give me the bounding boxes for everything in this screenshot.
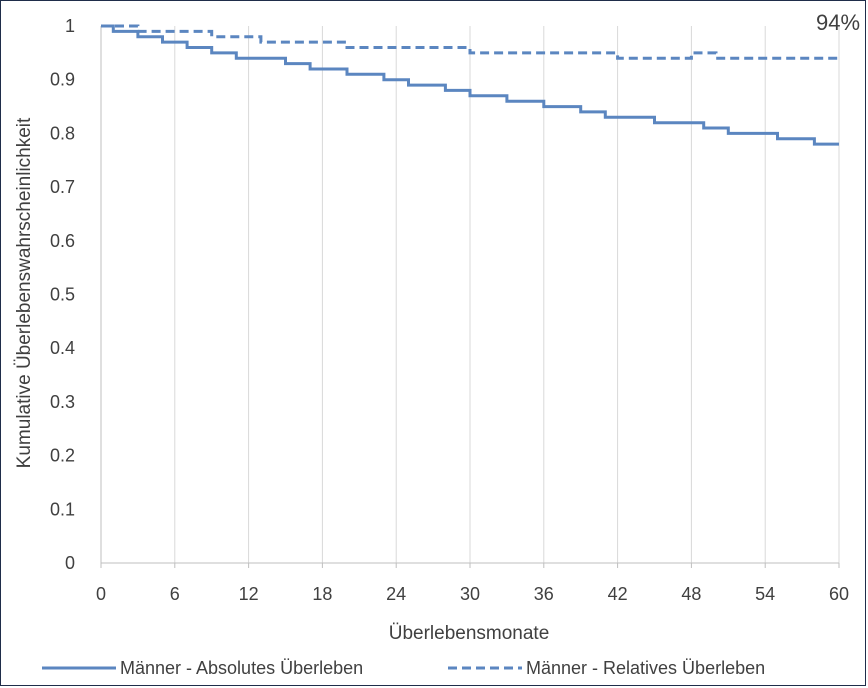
y-tick-label: 0.3 <box>50 392 75 412</box>
y-tick-labels: 0 0.1 0.2 0.3 0.4 0.5 0.6 0.7 0.8 0.9 1 <box>50 16 75 573</box>
x-tick-label: 60 <box>829 584 849 604</box>
x-tick-label: 18 <box>312 584 332 604</box>
legend-label-2: Männer - Relatives Überleben <box>526 658 765 678</box>
final-value-annotation: 94% <box>816 10 860 35</box>
series-line-2 <box>101 24 839 60</box>
x-tick-labels: 0 6 12 18 24 30 36 42 48 54 60 <box>96 584 849 604</box>
axes <box>100 26 840 568</box>
y-tick-label: 0.9 <box>50 70 75 90</box>
y-tick-label: 0.2 <box>50 446 75 466</box>
legend: Männer - Absolutes Überleben Männer - Rel… <box>42 658 765 678</box>
x-tick-label: 54 <box>755 584 775 604</box>
series-lines <box>101 24 839 146</box>
y-tick-label: 0.1 <box>50 499 75 519</box>
x-tick-label: 12 <box>239 584 259 604</box>
x-tick-label: 42 <box>608 584 628 604</box>
x-tick-label: 0 <box>96 584 106 604</box>
y-tick-label: 1 <box>65 16 75 36</box>
legend-label-1: Männer - Absolutes Überleben <box>120 658 363 678</box>
y-axis-title: Kumulative Überlebenswahrscheinlichkeit <box>14 117 35 468</box>
y-tick-label: 0.7 <box>50 177 75 197</box>
x-tick-label: 30 <box>460 584 480 604</box>
x-tick-label: 36 <box>534 584 554 604</box>
x-tick-label: 24 <box>386 584 406 604</box>
y-tick-label: 0.8 <box>50 123 75 143</box>
y-tick-label: 0.6 <box>50 231 75 251</box>
y-tick-label: 0.5 <box>50 285 75 305</box>
y-tick-label: 0 <box>65 553 75 573</box>
x-tick-label: 6 <box>170 584 180 604</box>
series-line-1 <box>101 24 839 146</box>
grid-lines <box>174 26 840 563</box>
x-axis-title: Überlebensmonate <box>389 623 550 644</box>
x-tick-label: 48 <box>681 584 701 604</box>
y-tick-label: 0.4 <box>50 338 75 358</box>
